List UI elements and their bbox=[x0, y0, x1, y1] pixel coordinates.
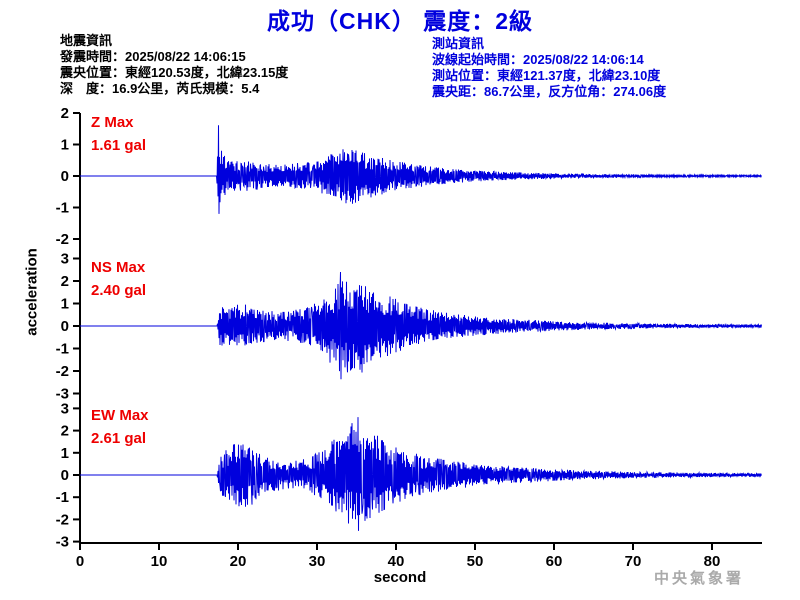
epicentral-distance-line: 震央距：86.7公里，反方位角：274.06度 bbox=[432, 84, 667, 99]
x-tick-label: 70 bbox=[625, 553, 642, 570]
y-tick-label: 1 bbox=[61, 445, 69, 462]
earthquake-info-block: 地震資訊 發震時間：2025/08/22 14:06:15 震央位置：東經120… bbox=[60, 33, 288, 97]
x-tick-label: 60 bbox=[546, 553, 563, 570]
x-tick-label: 50 bbox=[467, 553, 484, 570]
channel-ew-max-value: 2.61 gal bbox=[91, 430, 147, 447]
waveform-z bbox=[80, 125, 762, 214]
y-tick-label: 1 bbox=[61, 137, 69, 154]
y-tick-label: 0 bbox=[61, 168, 69, 185]
agency-watermark: 中央氣象署 bbox=[654, 571, 745, 587]
y-tick-label: 2 bbox=[61, 105, 69, 122]
y-tick-label: -2 bbox=[56, 363, 69, 380]
station-info-block: 測站資訊 波線起始時間：2025/08/22 14:06:14 測站位置：東經1… bbox=[432, 36, 666, 100]
x-axis-label: second bbox=[373, 569, 427, 586]
channel-z-max-value: 1.61 gal bbox=[91, 137, 147, 154]
channel-ns-max-value: 2.40 gal bbox=[91, 282, 147, 299]
y-tick-label: -1 bbox=[56, 200, 69, 217]
x-tick-label: 10 bbox=[151, 553, 168, 570]
y-tick-label: 0 bbox=[61, 467, 69, 484]
y-tick-label: 1 bbox=[61, 296, 69, 313]
y-tick-label: 3 bbox=[61, 251, 69, 268]
y-tick-label: -2 bbox=[56, 231, 69, 248]
depth-magnitude-line: 深 度：16.9公里，芮氏規模：5.4 bbox=[60, 81, 260, 96]
y-tick-label: 2 bbox=[61, 273, 69, 290]
page-title: 成功（CHK） 震度：2級 bbox=[266, 8, 533, 34]
origin-time-line: 發震時間：2025/08/22 14:06:15 bbox=[60, 49, 246, 64]
x-tick-label: 30 bbox=[309, 553, 326, 570]
y-axis-label: acceleration bbox=[23, 248, 41, 336]
x-tick-label: 20 bbox=[230, 553, 247, 570]
channel-label-ns: NS Max 2.40 gal bbox=[91, 256, 146, 302]
channel-z-max-label: Z Max bbox=[91, 114, 134, 131]
y-tick-label: -1 bbox=[56, 341, 69, 358]
station-info-heading: 測站資訊 bbox=[432, 36, 485, 51]
wave-start-time-line: 波線起始時間：2025/08/22 14:06:14 bbox=[432, 52, 644, 67]
channel-ns-max-label: NS Max bbox=[91, 259, 146, 276]
channel-label-ew: EW Max 2.61 gal bbox=[91, 404, 149, 450]
y-tick-label: -3 bbox=[56, 534, 69, 551]
channel-label-z: Z Max 1.61 gal bbox=[91, 111, 146, 157]
y-tick-label: 3 bbox=[61, 400, 69, 417]
x-tick-label: 80 bbox=[704, 553, 721, 570]
waveform-ns bbox=[80, 271, 762, 380]
y-tick-label: -1 bbox=[56, 489, 69, 506]
y-tick-label: 0 bbox=[61, 318, 69, 335]
station-location-line: 測站位置：東經121.37度，北緯23.10度 bbox=[432, 68, 661, 83]
earthquake-info-heading: 地震資訊 bbox=[60, 33, 113, 48]
y-tick-label: -3 bbox=[56, 386, 69, 403]
y-tick-label: -2 bbox=[56, 511, 69, 528]
epicenter-location-line: 震央位置：東經120.53度，北緯23.15度 bbox=[60, 65, 289, 80]
waveform-ew bbox=[80, 417, 762, 531]
x-tick-label: 40 bbox=[388, 553, 405, 570]
y-tick-label: 2 bbox=[61, 423, 69, 440]
x-tick-label: 0 bbox=[76, 553, 84, 570]
channel-ew-max-label: EW Max bbox=[91, 407, 149, 424]
